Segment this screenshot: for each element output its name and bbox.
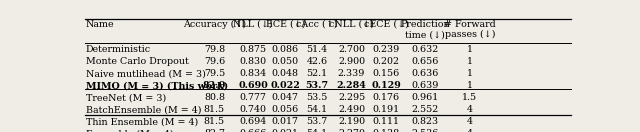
Text: 79.6: 79.6 [204, 57, 225, 66]
Text: Ensemble (M = 4): Ensemble (M = 4) [86, 129, 173, 132]
Text: 1: 1 [467, 57, 473, 66]
Text: 53.5: 53.5 [307, 93, 328, 102]
Text: 2.900: 2.900 [338, 57, 365, 66]
Text: 0.875: 0.875 [239, 45, 267, 54]
Text: 2.552: 2.552 [412, 105, 439, 114]
Text: TreeNet (M = 3): TreeNet (M = 3) [86, 93, 166, 102]
Text: 1.5: 1.5 [462, 93, 477, 102]
Text: Naive mutlihead (M = 3): Naive mutlihead (M = 3) [86, 69, 206, 78]
Text: 0.639: 0.639 [412, 81, 439, 90]
Text: 0.021: 0.021 [272, 129, 299, 132]
Text: 53.7: 53.7 [305, 81, 329, 90]
Text: 2.295: 2.295 [338, 93, 365, 102]
Text: 0.056: 0.056 [272, 105, 299, 114]
Text: 0.176: 0.176 [372, 93, 399, 102]
Text: 0.017: 0.017 [272, 117, 299, 126]
Text: 82.7: 82.7 [204, 129, 225, 132]
Text: 0.632: 0.632 [412, 45, 439, 54]
Text: 81.5: 81.5 [204, 105, 225, 114]
Text: 52.1: 52.1 [307, 69, 328, 78]
Text: 0.202: 0.202 [372, 57, 399, 66]
Text: 0.111: 0.111 [372, 117, 399, 126]
Text: 0.694: 0.694 [239, 117, 267, 126]
Text: cECE (↓): cECE (↓) [364, 20, 408, 29]
Text: 0.048: 0.048 [272, 69, 299, 78]
Text: 0.961: 0.961 [412, 93, 439, 102]
Text: NLL (↓): NLL (↓) [234, 20, 273, 29]
Text: 0.138: 0.138 [372, 129, 399, 132]
Text: 42.6: 42.6 [307, 57, 328, 66]
Text: cAcc (↑): cAcc (↑) [296, 20, 338, 29]
Text: 2.339: 2.339 [338, 69, 365, 78]
Text: 0.636: 0.636 [412, 69, 439, 78]
Text: 2.536: 2.536 [412, 129, 439, 132]
Text: ECE (↓): ECE (↓) [266, 20, 305, 29]
Text: 0.656: 0.656 [412, 57, 439, 66]
Text: 2.490: 2.490 [338, 105, 365, 114]
Text: 1: 1 [467, 69, 473, 78]
Text: 81.5: 81.5 [204, 117, 225, 126]
Text: 2.284: 2.284 [337, 81, 367, 90]
Text: MIMO (M = 3) (This work): MIMO (M = 3) (This work) [86, 81, 228, 90]
Text: 51.4: 51.4 [307, 45, 328, 54]
Text: Deterministic: Deterministic [86, 45, 151, 54]
Text: 0.129: 0.129 [371, 81, 401, 90]
Text: 4: 4 [467, 105, 473, 114]
Text: 82.0: 82.0 [203, 81, 226, 90]
Text: 54.1: 54.1 [307, 129, 328, 132]
Text: 0.690: 0.690 [238, 81, 268, 90]
Text: 0.666: 0.666 [239, 129, 267, 132]
Text: 0.834: 0.834 [239, 69, 267, 78]
Text: 2.270: 2.270 [338, 129, 365, 132]
Text: 0.191: 0.191 [372, 105, 399, 114]
Text: 0.830: 0.830 [239, 57, 267, 66]
Text: 4: 4 [467, 117, 473, 126]
Text: 0.022: 0.022 [271, 81, 300, 90]
Text: 1: 1 [467, 81, 473, 90]
Text: Thin Ensemble (M = 4): Thin Ensemble (M = 4) [86, 117, 198, 126]
Text: 54.1: 54.1 [307, 105, 328, 114]
Text: Monte Carlo Dropout: Monte Carlo Dropout [86, 57, 189, 66]
Text: # Forward
passes (↓): # Forward passes (↓) [444, 20, 496, 39]
Text: 80.8: 80.8 [204, 93, 225, 102]
Text: 0.047: 0.047 [272, 93, 299, 102]
Text: 0.086: 0.086 [272, 45, 299, 54]
Text: 79.8: 79.8 [204, 45, 225, 54]
Text: 2.700: 2.700 [338, 45, 365, 54]
Text: cNLL (↓): cNLL (↓) [329, 20, 374, 29]
Text: 0.239: 0.239 [372, 45, 399, 54]
Text: 0.823: 0.823 [412, 117, 439, 126]
Text: BatchEnsemble (M = 4): BatchEnsemble (M = 4) [86, 105, 202, 114]
Text: Prediction
time (↓): Prediction time (↓) [401, 20, 450, 39]
Text: 2.190: 2.190 [338, 117, 365, 126]
Text: 1: 1 [467, 45, 473, 54]
Text: Accuracy (↑): Accuracy (↑) [183, 20, 246, 29]
Text: 0.156: 0.156 [372, 69, 399, 78]
Text: 0.050: 0.050 [272, 57, 299, 66]
Text: 4: 4 [467, 129, 473, 132]
Text: Name: Name [86, 20, 115, 29]
Text: 53.7: 53.7 [307, 117, 328, 126]
Text: 79.5: 79.5 [204, 69, 225, 78]
Text: 0.777: 0.777 [239, 93, 267, 102]
Text: 0.740: 0.740 [239, 105, 267, 114]
